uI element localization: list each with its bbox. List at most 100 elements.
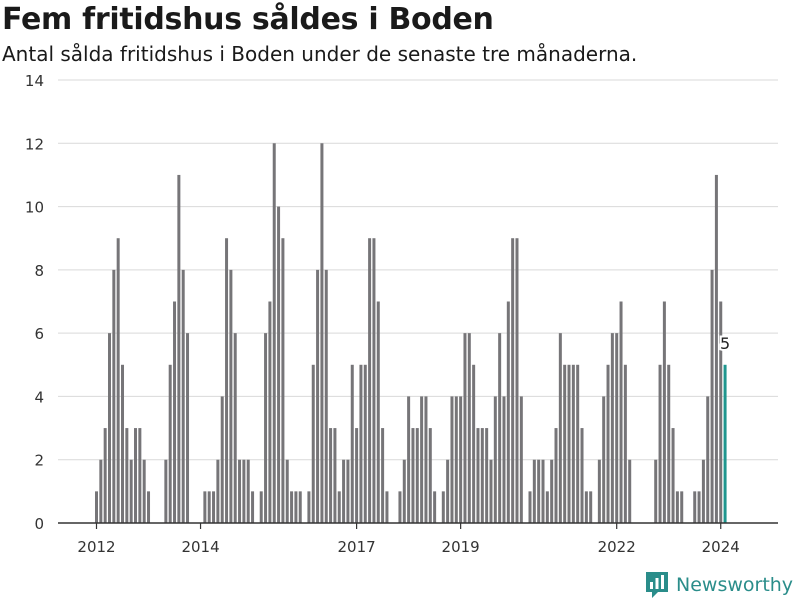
bar — [242, 459, 246, 523]
bar — [225, 238, 229, 523]
y-tick-label: 2 — [34, 452, 44, 470]
latest-value-label: 5 — [720, 334, 730, 353]
bar — [272, 143, 276, 524]
bar — [381, 428, 385, 523]
bar — [359, 364, 363, 523]
bar — [433, 491, 437, 523]
bar — [337, 491, 341, 523]
bar — [342, 459, 346, 523]
bar — [173, 301, 177, 523]
bar — [333, 428, 337, 523]
bar — [654, 459, 658, 523]
bar — [519, 396, 523, 523]
bar — [472, 364, 476, 523]
bar — [216, 459, 220, 523]
bar — [407, 396, 411, 523]
x-tick-label: 2024 — [702, 538, 740, 556]
bar — [368, 238, 372, 523]
bar — [628, 459, 632, 523]
bar — [537, 459, 541, 523]
bar — [203, 491, 207, 523]
bar — [103, 428, 107, 523]
bar — [324, 269, 328, 523]
bar — [610, 333, 614, 523]
bar — [441, 491, 445, 523]
bar — [671, 428, 675, 523]
bar — [511, 238, 515, 523]
bar — [385, 491, 389, 523]
y-tick-label: 12 — [25, 135, 44, 153]
bar — [411, 428, 415, 523]
bar — [515, 238, 519, 523]
bar — [428, 428, 432, 523]
bar — [619, 301, 623, 523]
bar — [268, 301, 272, 523]
bar — [714, 174, 718, 523]
bar — [680, 491, 684, 523]
bar — [398, 491, 402, 523]
bar — [602, 396, 606, 523]
bar — [372, 238, 376, 523]
bar — [580, 428, 584, 523]
bar — [346, 459, 350, 523]
bar — [121, 364, 125, 523]
bar — [658, 364, 662, 523]
bar — [667, 364, 671, 523]
y-tick-label: 6 — [34, 325, 44, 343]
bar — [476, 428, 480, 523]
bar — [116, 238, 120, 523]
bar — [164, 459, 168, 523]
bar — [662, 301, 666, 523]
bar — [597, 459, 601, 523]
chart-subtitle: Antal sålda fritidshus i Boden under de … — [2, 42, 638, 66]
bar — [311, 364, 315, 523]
bar — [563, 364, 567, 523]
bar — [701, 459, 705, 523]
bar — [238, 459, 242, 523]
bar — [246, 459, 250, 523]
bar — [363, 364, 367, 523]
bar — [251, 491, 255, 523]
bar — [493, 396, 497, 523]
bar — [212, 491, 216, 523]
bar — [290, 491, 294, 523]
bar — [402, 459, 406, 523]
chart-title: Fem fritidshus såldes i Boden — [2, 2, 494, 37]
bar — [168, 364, 172, 523]
bar — [675, 491, 679, 523]
bar — [571, 364, 575, 523]
newsworthy-logo: Newsworthy — [644, 570, 793, 600]
bar — [446, 459, 450, 523]
bar — [329, 428, 333, 523]
bar — [307, 491, 311, 523]
bar — [450, 396, 454, 523]
bar — [532, 459, 536, 523]
bar — [285, 459, 289, 523]
newsworthy-logo-icon — [646, 572, 668, 598]
bar — [528, 491, 532, 523]
x-tick-label: 2019 — [442, 538, 480, 556]
bar — [264, 333, 268, 523]
bars — [95, 143, 727, 524]
bar — [615, 333, 619, 523]
bar — [420, 396, 424, 523]
bar — [220, 396, 224, 523]
bar — [355, 428, 359, 523]
bar — [541, 459, 545, 523]
bar — [706, 396, 710, 523]
bar — [186, 333, 190, 523]
bar — [467, 333, 471, 523]
bar — [316, 269, 320, 523]
x-tick-label: 2014 — [181, 538, 219, 556]
bar — [719, 301, 723, 523]
x-tick-label: 2022 — [598, 538, 636, 556]
bar — [125, 428, 129, 523]
bar — [710, 269, 714, 523]
y-tick-label: 4 — [34, 388, 44, 406]
bar — [277, 206, 281, 524]
bar — [506, 301, 510, 523]
x-tick-label: 2012 — [77, 538, 115, 556]
bar — [129, 459, 133, 523]
bar-latest — [723, 364, 727, 523]
